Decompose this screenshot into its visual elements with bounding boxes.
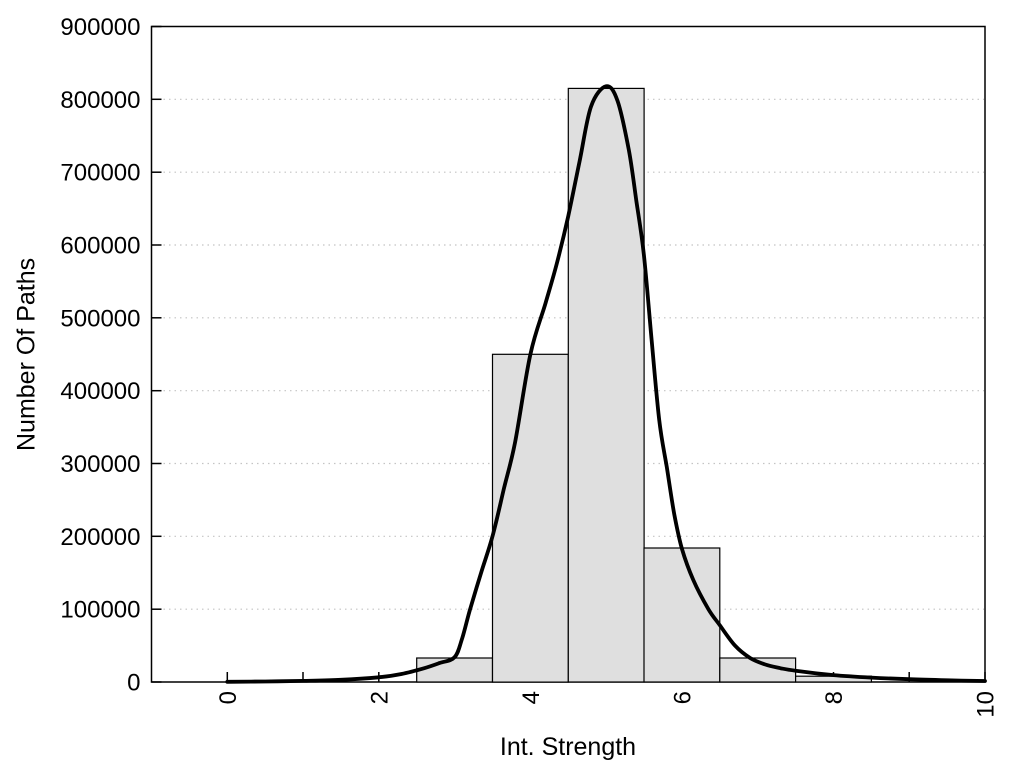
x-tick-label: 6 bbox=[669, 691, 696, 704]
y-tick-label: 300000 bbox=[60, 451, 140, 478]
y-tick-label: 700000 bbox=[60, 160, 140, 187]
x-tick-label: 10 bbox=[973, 691, 1000, 718]
y-tick-label: 600000 bbox=[60, 233, 140, 260]
y-tick-label: 400000 bbox=[60, 378, 140, 405]
histogram-bar bbox=[567, 87, 645, 683]
x-tick-label: 8 bbox=[821, 691, 848, 704]
y-tick-label: 0 bbox=[127, 670, 140, 697]
y-tick-label: 800000 bbox=[60, 87, 140, 114]
histogram-bar bbox=[491, 353, 569, 683]
y-tick-label: 500000 bbox=[60, 305, 140, 332]
histogram-bar bbox=[416, 657, 494, 683]
x-tick-label: 4 bbox=[518, 691, 545, 704]
y-axis-title: Number Of Paths bbox=[12, 257, 41, 452]
x-tick-label: 0 bbox=[215, 691, 242, 704]
histogram-bar bbox=[643, 547, 721, 683]
y-tick-label: 100000 bbox=[60, 597, 140, 624]
fit-curve bbox=[225, 84, 987, 684]
y-tick-label: 900000 bbox=[60, 14, 140, 41]
y-tick-label: 200000 bbox=[60, 524, 140, 551]
x-tick-label: 2 bbox=[366, 691, 393, 704]
x-axis-title: Int. Strength bbox=[499, 733, 637, 761]
